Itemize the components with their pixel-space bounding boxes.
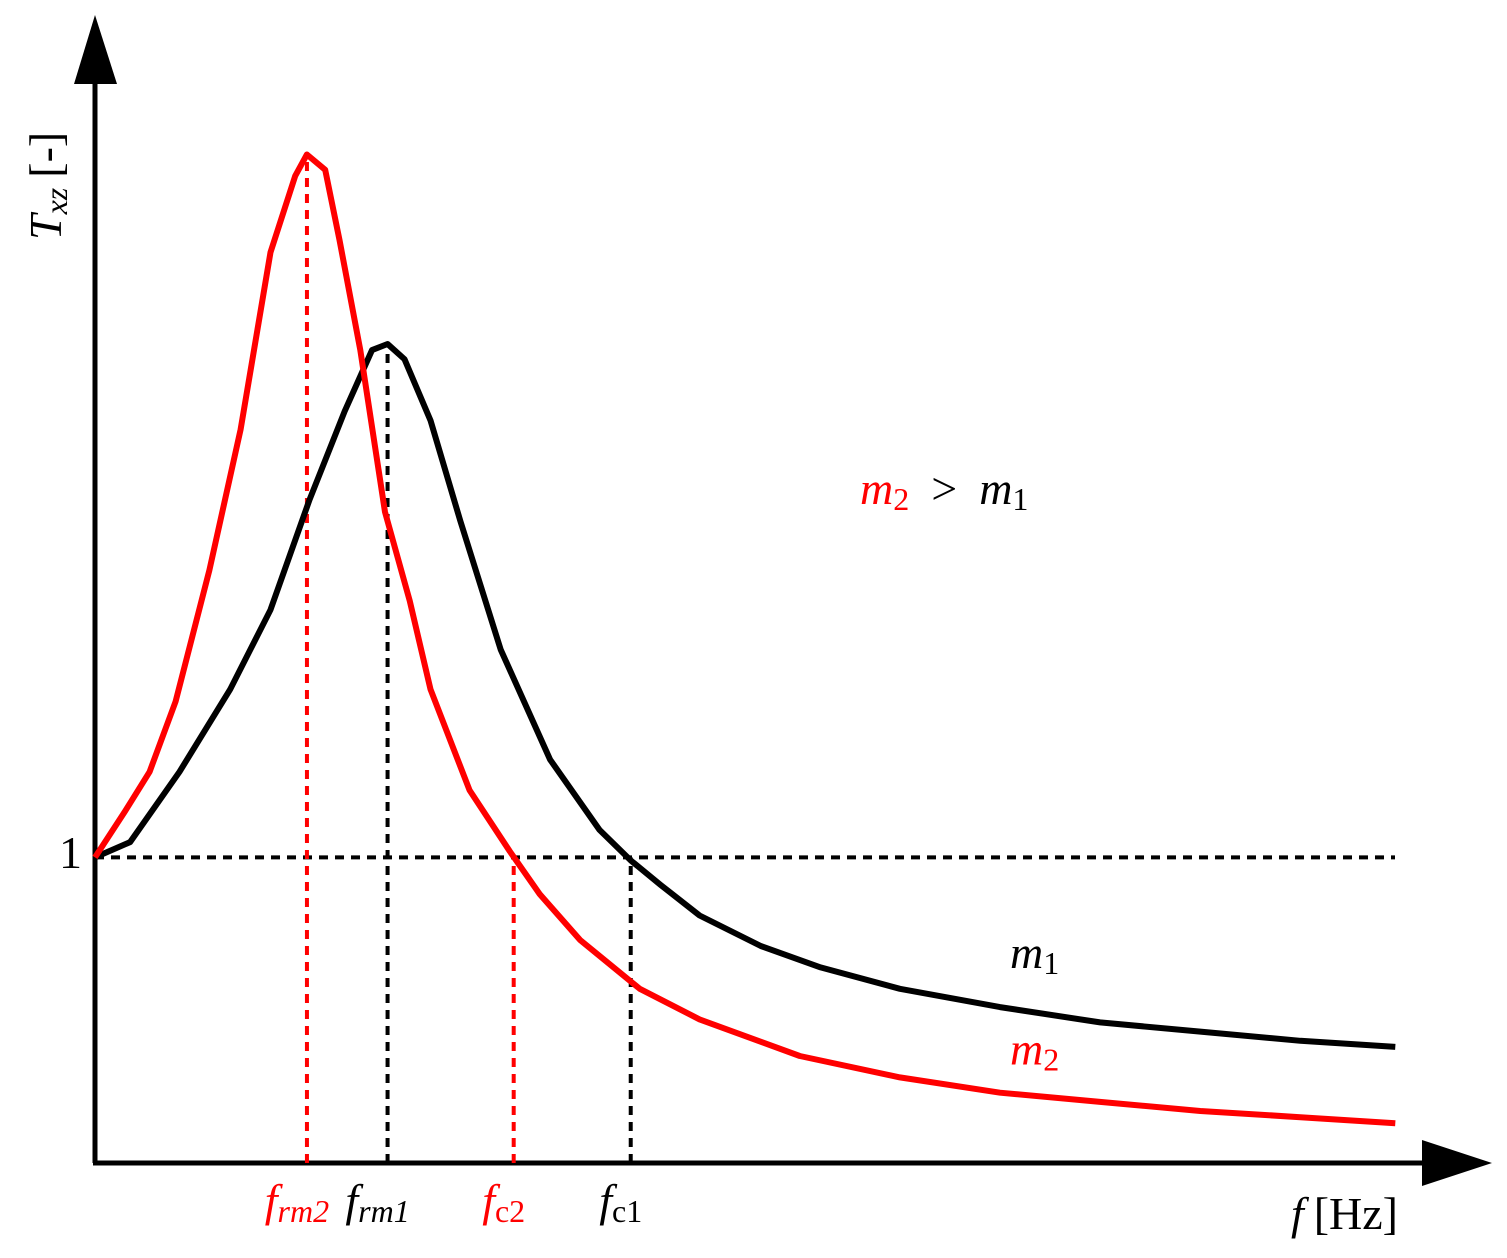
annotation: m2 > m1 bbox=[860, 463, 1028, 518]
series-label-sub: 2 bbox=[1043, 1042, 1059, 1078]
series-label-sub: 1 bbox=[1043, 945, 1059, 981]
series-label: m2 bbox=[1010, 1023, 1059, 1078]
y-axis-label-unit: [-] bbox=[20, 132, 71, 178]
x-marker-label: fc2 bbox=[482, 1175, 525, 1230]
annotation-part: > bbox=[931, 463, 957, 514]
x-axis-label: f [Hz] bbox=[1291, 1188, 1398, 1239]
y-axis-arrow bbox=[74, 15, 117, 84]
series-label-base: m bbox=[1010, 926, 1043, 977]
x-marker-label: fc1 bbox=[599, 1175, 642, 1230]
x-axis-label-var: f bbox=[1291, 1188, 1310, 1239]
annotation-part: m bbox=[860, 463, 893, 514]
x-axis-arrow bbox=[1422, 1140, 1492, 1186]
series-label: m1 bbox=[1010, 926, 1059, 981]
x-marker-label-sub: c2 bbox=[495, 1193, 525, 1229]
x-marker-label-sub: rm2 bbox=[278, 1193, 330, 1229]
series-label-base: m bbox=[1010, 1023, 1043, 1074]
y-axis-label-var: T bbox=[20, 211, 71, 240]
x-marker-label-sub: c1 bbox=[612, 1193, 642, 1229]
annotation-sub: 2 bbox=[893, 481, 909, 517]
y-axis-label-sub: xz bbox=[38, 187, 74, 215]
annotation-part: m bbox=[979, 463, 1012, 514]
x-axis-label-unit: [Hz] bbox=[1314, 1188, 1398, 1239]
annotation-sub: 1 bbox=[1012, 481, 1028, 517]
y-tick-label: 1 bbox=[59, 827, 82, 878]
x-marker-label: frm2 bbox=[265, 1175, 329, 1230]
x-marker-label-sub: rm1 bbox=[358, 1193, 410, 1229]
x-marker-label: frm1 bbox=[345, 1175, 409, 1230]
y-axis-label: Txz [-] bbox=[20, 132, 75, 240]
line-series bbox=[92, 151, 1396, 1127]
line-series bbox=[93, 341, 1396, 1050]
